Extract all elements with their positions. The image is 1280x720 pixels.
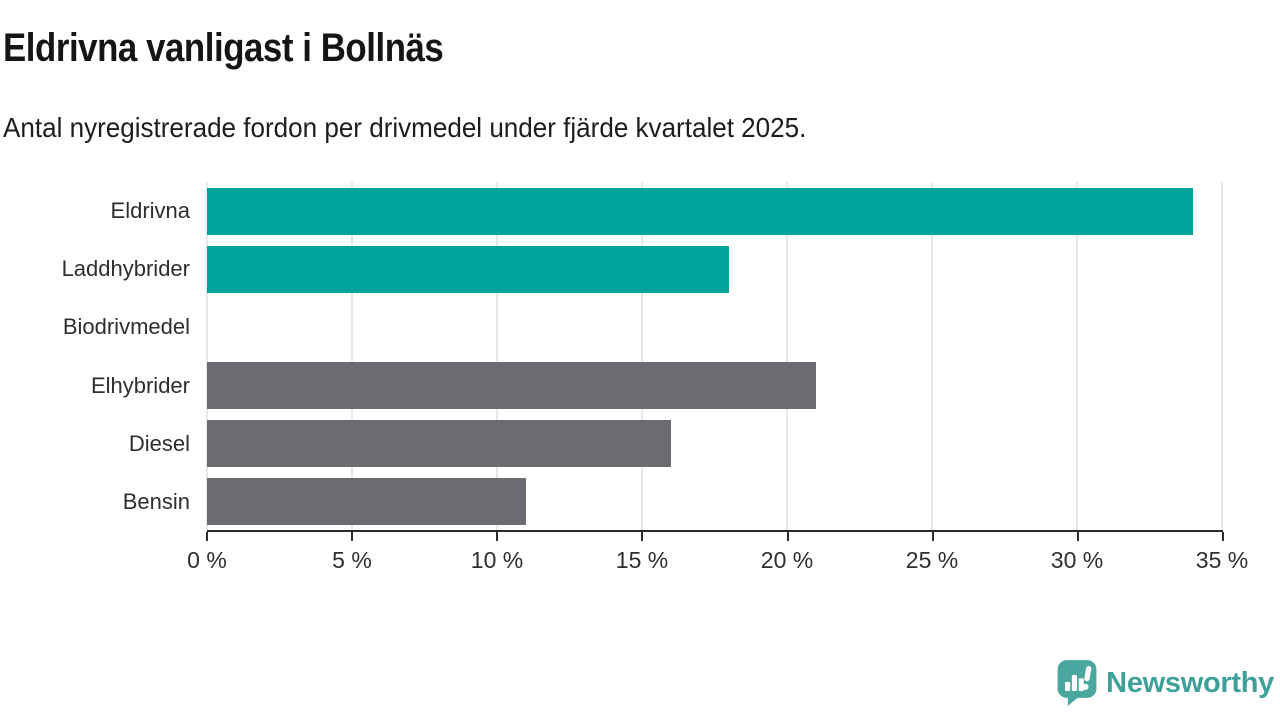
x-axis-line: [206, 530, 1224, 541]
category-label: Diesel: [128, 430, 190, 456]
axis-tick: [496, 532, 499, 541]
bar-row: [207, 240, 1222, 298]
x-tick-label: 0 %: [187, 547, 227, 573]
gridline: [206, 182, 208, 531]
chart-subtitle: Antal nyregistrerade fordon per drivmede…: [3, 112, 807, 143]
plot-area: [206, 182, 1223, 531]
gridline: [641, 182, 643, 531]
x-tick-label: 5 %: [332, 547, 372, 573]
x-tick-label: 30 %: [1050, 547, 1104, 573]
category-label: Eldrivna: [110, 198, 190, 224]
x-tick-label: 10 %: [470, 547, 524, 573]
x-tick-label: 15 %: [615, 547, 669, 573]
bar-row: [207, 298, 1222, 356]
axis-tick: [786, 532, 789, 541]
bar-row: [207, 473, 1222, 531]
axis-tick: [1222, 532, 1224, 541]
bar-row: [207, 182, 1222, 240]
chart-title: Eldrivna vanligast i Bollnäs: [3, 26, 444, 70]
category-label: Biodrivmedel: [62, 314, 190, 340]
newsworthy-logo-text: Newsworthy: [1106, 666, 1274, 699]
bar-row: [207, 357, 1222, 415]
gridline: [1221, 182, 1223, 531]
axis-tick: [351, 532, 354, 541]
gridline: [1076, 182, 1078, 531]
x-tick-label: 25 %: [905, 547, 959, 573]
bar-eldrivna: [207, 187, 1193, 235]
category-labels: Eldrivna Laddhybrider Biodrivmedel Elhybrid…: [0, 182, 190, 531]
axis-tick: [206, 532, 208, 541]
axis-tick: [1076, 532, 1079, 541]
x-tick-label: 20 %: [760, 547, 814, 573]
x-tick-label: 35 %: [1195, 547, 1249, 573]
axis-tick: [931, 532, 934, 541]
gridline: [786, 182, 788, 531]
category-label: Elhybrider: [90, 372, 190, 398]
category-label: Bensin: [122, 488, 190, 514]
bar-elhybrider: [207, 362, 816, 410]
gridline: [351, 182, 353, 531]
bar-diesel: [207, 420, 671, 468]
axis-tick: [641, 532, 644, 541]
newsworthy-logo-icon: [1057, 660, 1097, 706]
newsworthy-logo: Newsworthy: [1056, 659, 1274, 707]
bar-rows: [207, 182, 1222, 531]
category-label: Laddhybrider: [61, 256, 190, 282]
gridline: [496, 182, 498, 531]
bar-bensin: [207, 478, 526, 526]
gridline: [931, 182, 933, 531]
x-tick-labels: 0 % 5 % 10 % 15 % 20 % 25 % 30 % 35 %: [187, 547, 1248, 579]
bar-laddhybrider: [207, 245, 729, 293]
bar-row: [207, 415, 1222, 473]
